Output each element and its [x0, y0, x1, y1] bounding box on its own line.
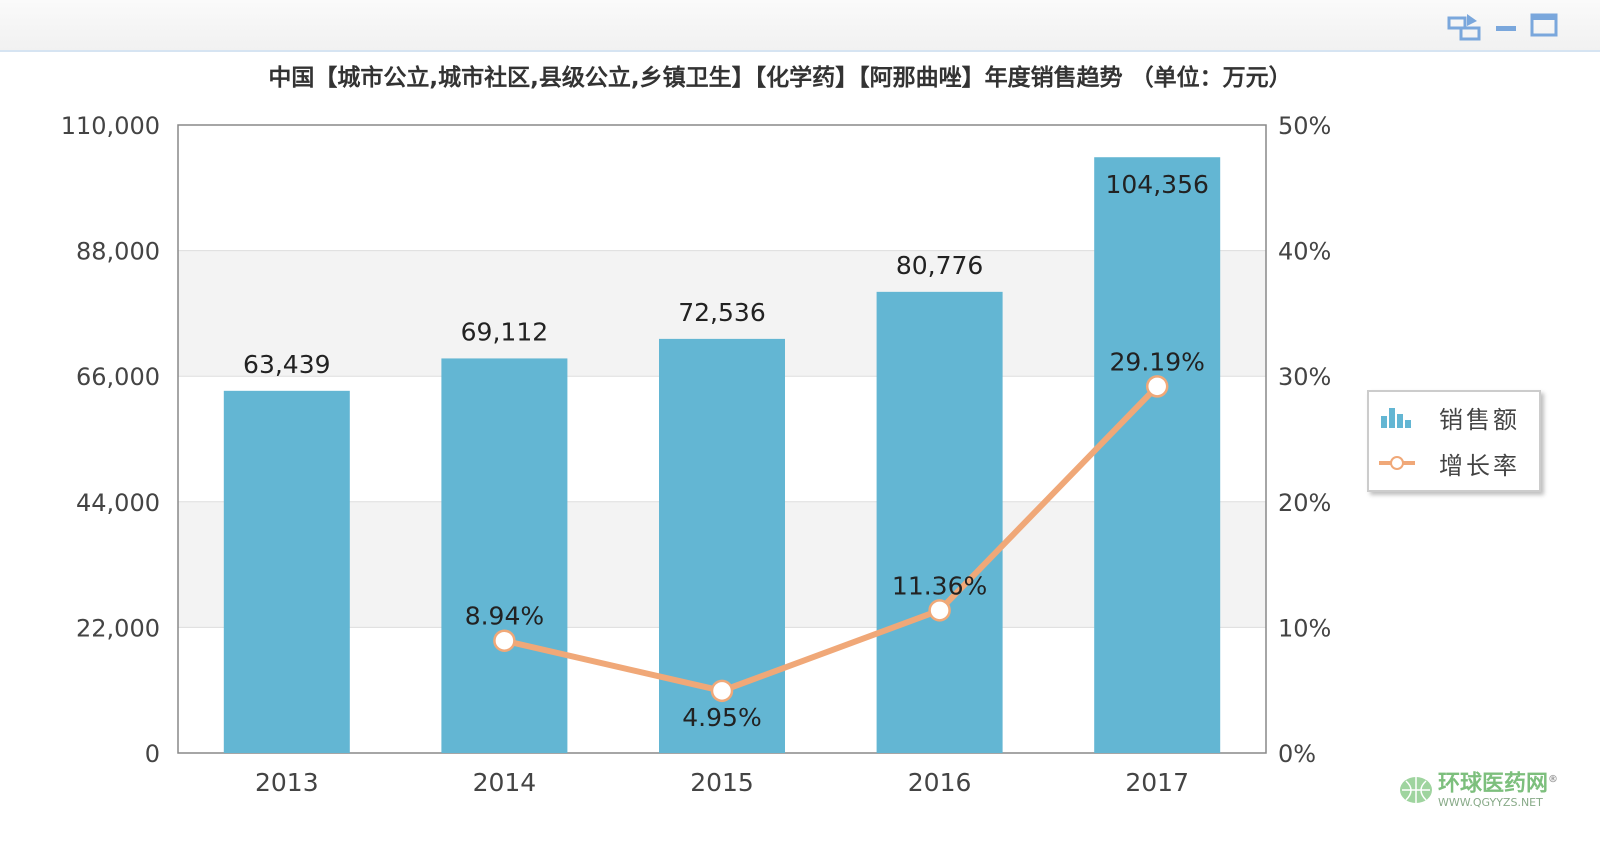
- y-right-tick-label: 30%: [1278, 363, 1331, 391]
- y-left-tick-label: 44,000: [76, 489, 160, 517]
- y-left-tick-label: 22,000: [76, 614, 160, 642]
- y-right-tick-label: 20%: [1278, 489, 1331, 517]
- bar: [876, 291, 1003, 753]
- bar-legend-icon: [1381, 408, 1411, 428]
- legend-label: 增长率: [1439, 451, 1520, 480]
- y-left-tick-label: 88,000: [76, 238, 160, 266]
- bar-value-label: 69,112: [461, 317, 548, 346]
- growth-value-label: 29.19%: [1110, 347, 1205, 376]
- y-left-tick-label: 0: [145, 740, 160, 768]
- x-tick-label: 2013: [255, 768, 319, 797]
- x-tick-label: 2016: [908, 768, 972, 797]
- line-legend-icon: [1379, 456, 1415, 470]
- y-right-tick-label: 10%: [1278, 614, 1331, 642]
- watermark-name: 环球医药网: [1438, 771, 1549, 797]
- bar: [441, 358, 568, 753]
- switch-view-icon[interactable]: [1447, 12, 1483, 42]
- growth-value-label: 11.36%: [892, 571, 987, 600]
- bar-value-label: 63,439: [243, 350, 330, 379]
- x-tick-label: 2014: [473, 768, 537, 797]
- growth-point: [1145, 375, 1169, 398]
- growth-point: [710, 679, 734, 703]
- y-right-tick-label: 50%: [1278, 112, 1331, 140]
- watermark-url: WWW.QGYYZS.NET: [1438, 796, 1543, 810]
- minimize-icon[interactable]: [1495, 12, 1517, 42]
- growth-value-label: 8.94%: [465, 602, 544, 631]
- y-right-tick-label: 0%: [1278, 740, 1316, 768]
- window-toolbar: [0, 0, 1600, 52]
- bar: [1094, 157, 1221, 753]
- y-left-tick-label: 66,000: [76, 363, 160, 391]
- growth-point: [493, 629, 516, 652]
- growth-point: [928, 599, 951, 622]
- chart-title: 中国【城市公立,城市社区,县级公立,乡镇卫生】【化学药】【阿那曲唑】年度销售趋势…: [268, 65, 1292, 91]
- y-left-tick-label: 110,000: [61, 112, 160, 140]
- y-right-tick-label: 40%: [1278, 238, 1331, 266]
- growth-value-label: 4.95%: [682, 703, 761, 732]
- legend-item-growth[interactable]: 增长率: [1379, 448, 1520, 480]
- bar-value-label: 80,776: [896, 251, 983, 280]
- bar-value-label: 104,356: [1106, 170, 1209, 199]
- legend-item-sales[interactable]: 销售额: [1379, 402, 1520, 434]
- x-tick-label: 2015: [690, 768, 754, 797]
- maximize-icon[interactable]: [1530, 12, 1560, 42]
- watermark: 环球医药网® WWW.QGYYZS.NET: [1398, 768, 1558, 809]
- x-tick-label: 2017: [1125, 768, 1189, 797]
- growth-line: [503, 384, 1160, 694]
- bar: [223, 390, 350, 753]
- legend-label: 销售额: [1439, 405, 1520, 434]
- legend: 销售额 增长率: [1367, 390, 1541, 492]
- bar-value-label: 72,536: [678, 298, 765, 327]
- globe-logo-icon: [1400, 776, 1432, 803]
- registered-mark: ®: [1548, 774, 1559, 785]
